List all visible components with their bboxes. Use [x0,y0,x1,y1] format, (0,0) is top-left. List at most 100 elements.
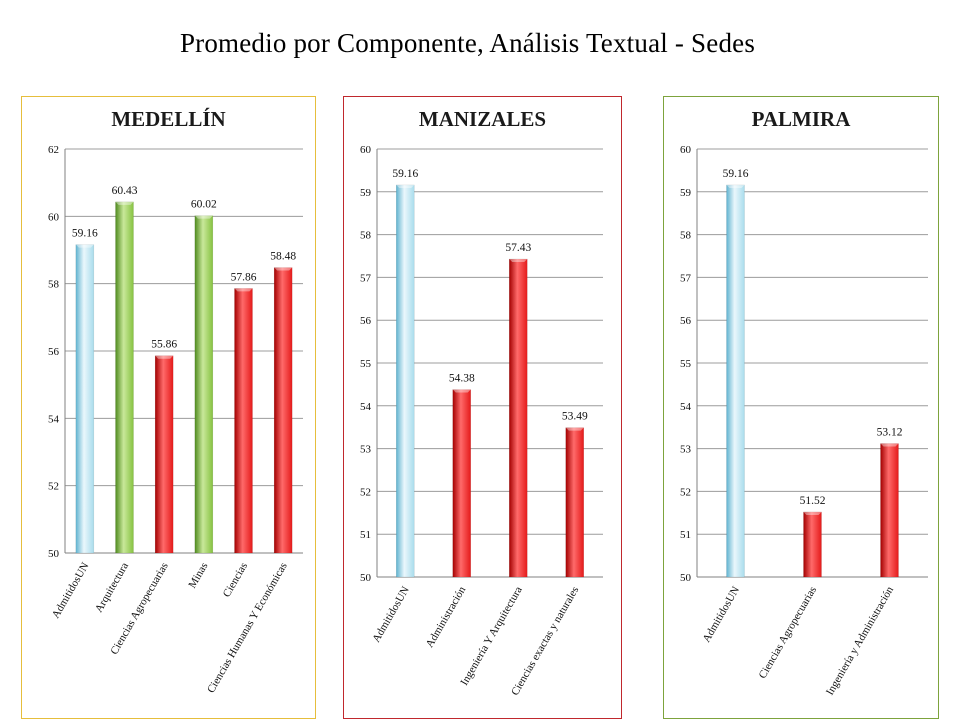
bar [880,443,899,578]
category-label: Minas [186,561,210,591]
y-tick-label: 55 [360,358,372,370]
y-tick-label: 55 [680,358,692,370]
y-tick-label: 58 [680,230,692,242]
y-tick-label: 52 [48,481,59,493]
y-tick-label: 58 [360,230,372,242]
panel-title-medellin: MEDELLÍN [111,107,226,131]
y-tick-label: 50 [680,572,692,584]
data-label: 57.43 [505,242,531,254]
bar-cap [396,184,415,188]
bar-cap [565,427,584,431]
bar [194,215,214,554]
category-label: Ciencias [221,561,250,600]
data-label: 58.48 [270,251,296,263]
data-label: 53.49 [562,411,588,423]
bar-group [726,184,745,578]
category-label: AdmitidosUN [50,560,92,620]
y-tick-label: 54 [360,401,372,413]
bar-group [234,288,253,554]
data-label: 51.52 [800,495,826,507]
panel-manizales: MANIZALES 50 51 52 53 54 55 56 57 58 59 60 59.16 Adm… [343,96,622,719]
y-tick-label: 54 [48,413,60,425]
bar-group [880,443,899,578]
data-label: 60.02 [191,199,217,211]
category-label: Ciencias exactas y naturales [509,585,581,698]
y-tick-label: 59 [680,187,692,199]
bar-group [509,258,528,578]
data-label: 59.16 [392,168,418,180]
bar [726,184,745,578]
bar [154,355,174,554]
y-tick-label: 53 [680,444,692,456]
y-tick-label: 52 [360,486,371,498]
bar-cap [726,184,745,188]
bar-group [803,511,822,578]
panel-palmira: PALMIRA 50 51 52 53 54 55 56 57 58 59 60 59.16 Admit… [663,96,939,719]
y-tick-label: 50 [360,572,372,584]
bar-cap [75,244,94,248]
bar [565,427,584,578]
panel-medellin: MEDELLÍN 50 52 54 56 58 60 62 59.16 AdmitidosUN 6… [21,96,316,719]
y-tick-label: 56 [680,315,692,327]
bar-group [154,355,174,554]
bar [803,511,822,578]
bar-cap [194,215,213,219]
chart-palmira: 50 51 52 53 54 55 56 57 58 59 60 59.16 AdmitidosUN 51… [680,144,928,697]
bar [273,267,293,554]
bar [75,244,95,554]
category-label: Administración [424,584,469,650]
y-tick-label: 53 [360,444,372,456]
category-label: AdmitidosUN [701,584,743,644]
data-label: 55.86 [151,339,177,351]
panel-title-palmira: PALMIRA [751,107,851,131]
bar-group [452,389,471,578]
bar-cap [115,201,134,205]
y-tick-label: 54 [680,401,692,413]
data-label: 60.43 [112,185,138,197]
data-label: 53.12 [877,426,903,438]
bar-group [194,215,214,554]
category-label: Ciencias Humanas Y Económicas [205,561,290,696]
bar-group [115,201,134,554]
y-tick-label: 60 [680,144,692,156]
bar [396,184,415,578]
bar-group [75,244,95,554]
page-title: Promedio por Componente, Análisis Textua… [179,28,756,58]
category-label: Ingeniería y Administración [824,584,896,697]
y-tick-label: 59 [360,187,372,199]
panel-title-manizales: MANIZALES [418,107,547,131]
y-tick-label: 56 [48,346,60,358]
category-label: Arquitectura [93,560,131,614]
y-tick-label: 50 [48,548,60,560]
y-tick-label: 60 [360,144,372,156]
bar-cap [274,267,293,271]
y-tick-label: 56 [360,315,372,327]
y-tick-label: 58 [48,279,60,291]
y-tick-label: 51 [360,529,371,541]
bar-group [396,184,415,578]
data-label: 54.38 [449,373,475,385]
y-tick-label: 62 [48,144,59,156]
data-label: 59.16 [723,168,749,180]
y-tick-label: 57 [680,272,692,284]
y-tick-label: 57 [360,272,372,284]
bar [509,258,528,578]
category-label: AdmitidosUN [370,584,412,644]
bar-cap [880,443,899,447]
bar [115,201,134,554]
category-label: Ciencias Agropecuarias [757,585,819,681]
bar-cap [452,389,471,393]
bar-cap [155,355,174,359]
bar-group [565,427,584,578]
bar-group [273,267,293,554]
bar-cap [803,511,822,515]
bar-cap [509,258,528,262]
chart-medellin: 50 52 54 56 58 60 62 59.16 AdmitidosUN 60.43 Arqui… [48,144,303,696]
data-label: 59.16 [72,228,98,240]
data-label: 57.86 [231,271,257,283]
category-label: Ingeniería Y Arquitectura [458,584,525,687]
bar [452,389,471,578]
chart-manizales: 50 51 52 53 54 55 56 57 58 59 60 59.16 AdmitidosUN 54… [360,144,603,698]
bar [234,288,253,554]
y-tick-label: 51 [680,529,691,541]
